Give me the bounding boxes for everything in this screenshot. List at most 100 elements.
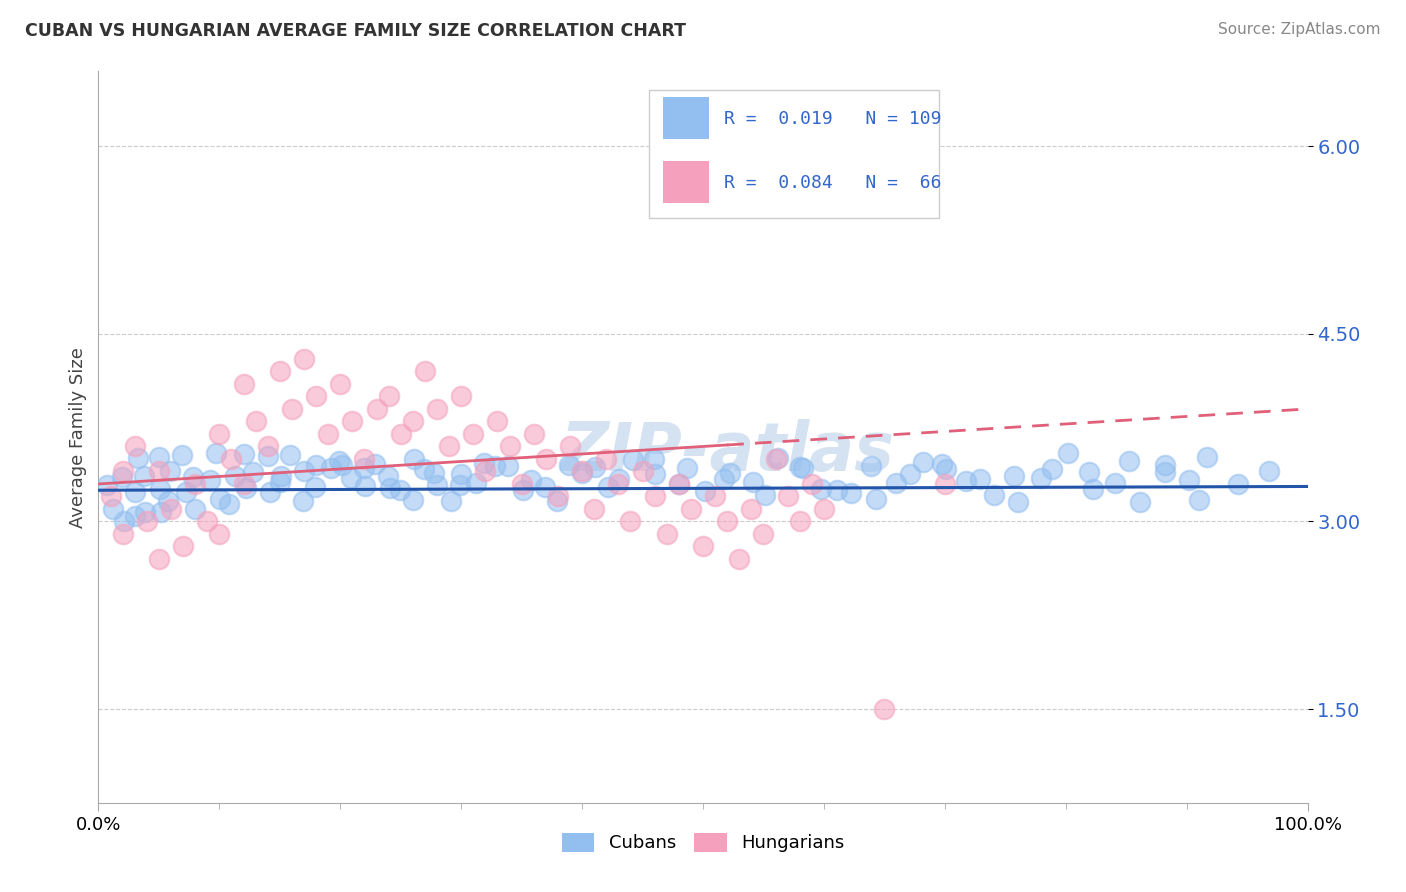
Point <box>704 490 727 504</box>
Point <box>1129 495 1152 509</box>
Point <box>873 702 896 716</box>
Point <box>1118 453 1140 467</box>
Point <box>558 458 581 472</box>
Point <box>1083 483 1105 497</box>
Point <box>184 501 207 516</box>
Point <box>1104 475 1126 490</box>
Point <box>619 515 641 529</box>
Point <box>257 449 280 463</box>
Point <box>402 493 425 508</box>
Text: CUBAN VS HUNGARIAN AVERAGE FAMILY SIZE CORRELATION CHART: CUBAN VS HUNGARIAN AVERAGE FAMILY SIZE C… <box>25 22 686 40</box>
Point <box>148 450 170 464</box>
Point <box>340 470 363 484</box>
Point <box>364 458 387 472</box>
Point <box>342 414 364 428</box>
Bar <box>664 97 709 139</box>
Point <box>484 458 506 473</box>
Point <box>111 465 134 479</box>
Point <box>644 467 666 482</box>
Point <box>149 482 172 496</box>
Point <box>465 475 488 490</box>
Point <box>124 508 146 523</box>
Point <box>205 446 228 460</box>
Point <box>259 485 281 500</box>
Point <box>329 376 352 391</box>
Point <box>1153 458 1175 473</box>
Point <box>571 465 593 479</box>
Point <box>752 527 775 541</box>
Point <box>413 462 436 476</box>
Point <box>135 515 157 529</box>
Point <box>740 502 762 516</box>
Point <box>754 488 776 502</box>
Point <box>1002 468 1025 483</box>
Point <box>208 527 231 541</box>
Point <box>353 452 375 467</box>
Point <box>402 414 425 428</box>
Point <box>305 389 328 403</box>
Point <box>292 464 315 478</box>
Point <box>184 477 207 491</box>
Point <box>789 515 811 529</box>
Point <box>1078 466 1101 480</box>
Point <box>159 463 181 477</box>
Point <box>607 472 630 486</box>
Point <box>810 483 832 497</box>
Point <box>316 426 339 441</box>
Point <box>1187 493 1209 508</box>
Point <box>607 477 630 491</box>
Point <box>813 502 835 516</box>
Point <box>278 448 301 462</box>
Point <box>486 414 509 428</box>
Point <box>1057 446 1080 460</box>
Point <box>595 452 617 467</box>
Point <box>292 351 315 366</box>
Point <box>319 460 342 475</box>
Point <box>679 502 702 516</box>
Point <box>839 486 862 500</box>
Point <box>741 475 763 489</box>
Point <box>496 459 519 474</box>
Point <box>101 502 124 516</box>
Text: Source: ZipAtlas.com: Source: ZipAtlas.com <box>1218 22 1381 37</box>
Point <box>583 460 606 475</box>
Point <box>437 440 460 454</box>
Point <box>969 472 991 486</box>
Point <box>935 462 957 476</box>
Point <box>148 465 170 479</box>
Point <box>1257 464 1279 478</box>
Point <box>380 481 402 495</box>
Point <box>1029 471 1052 485</box>
Point <box>242 465 264 479</box>
Point <box>716 515 738 529</box>
Point <box>693 484 716 499</box>
Point <box>112 514 135 528</box>
Point <box>1197 450 1219 465</box>
Point <box>789 459 811 474</box>
Point <box>546 494 568 508</box>
Point <box>269 475 291 489</box>
Point <box>668 477 690 491</box>
Text: R =  0.019   N = 109: R = 0.019 N = 109 <box>724 110 941 128</box>
Point <box>377 468 399 483</box>
Point <box>498 440 520 454</box>
Point <box>1007 495 1029 509</box>
Point <box>292 493 315 508</box>
Point <box>353 461 375 475</box>
Point <box>534 480 557 494</box>
Point <box>328 454 350 468</box>
Point <box>534 452 557 467</box>
Point <box>728 552 751 566</box>
Point <box>174 485 197 500</box>
Point <box>523 426 546 441</box>
Legend: Cubans, Hungarians: Cubans, Hungarians <box>554 826 852 860</box>
Point <box>269 364 291 378</box>
Point <box>200 473 222 487</box>
Point <box>388 483 411 497</box>
Point <box>330 458 353 472</box>
Point <box>172 540 194 554</box>
Point <box>766 450 789 465</box>
Point <box>911 455 934 469</box>
Point <box>558 440 581 454</box>
Point <box>245 414 267 428</box>
